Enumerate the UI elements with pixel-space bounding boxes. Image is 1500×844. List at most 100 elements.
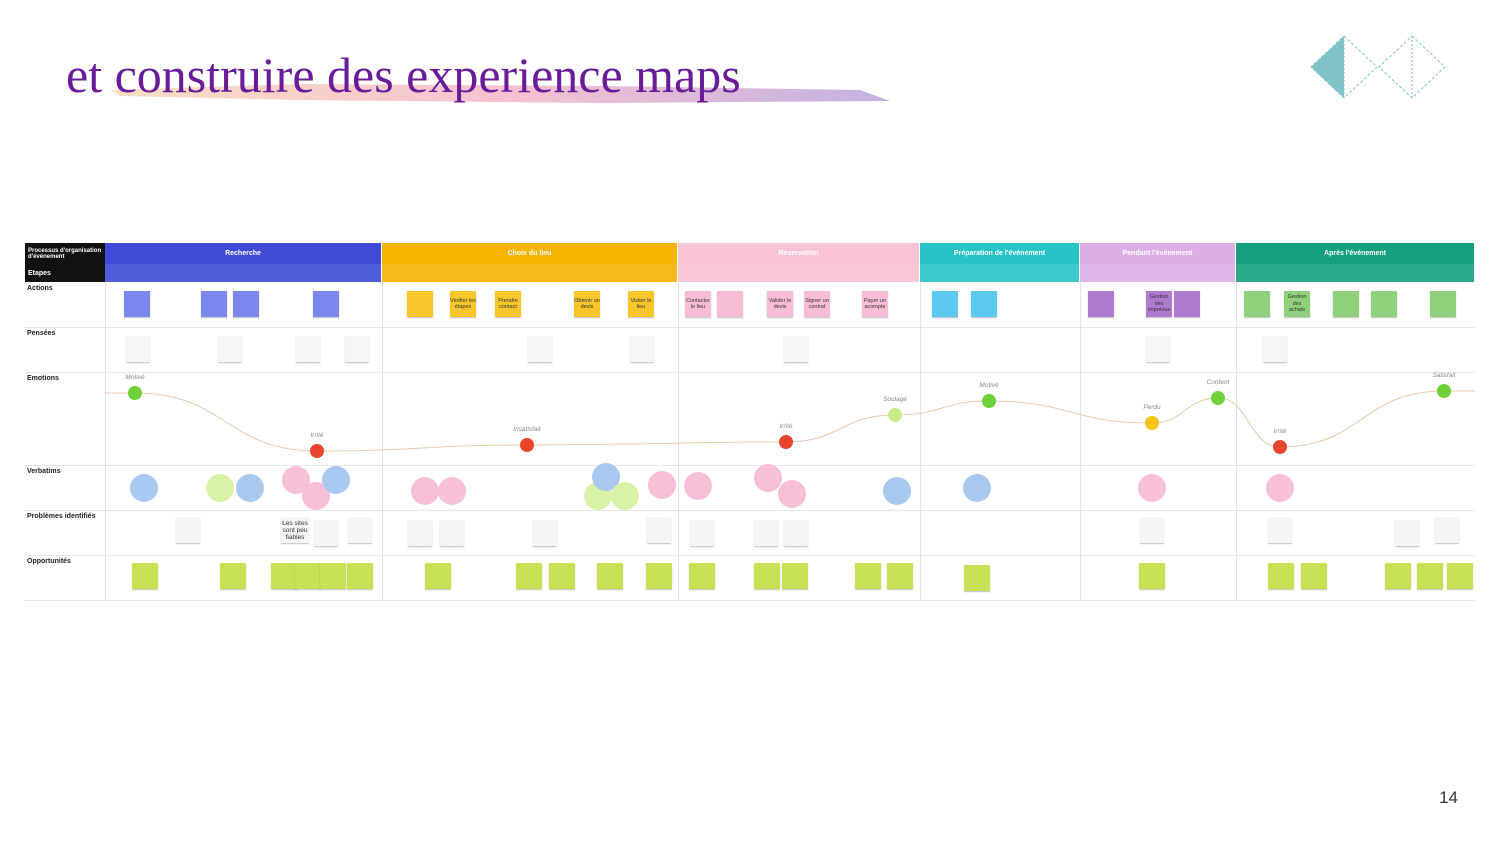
sticky-note	[1174, 291, 1200, 317]
opportunity-note	[1417, 563, 1443, 589]
phase-header: Choix du lieu	[382, 243, 678, 264]
problem-note	[176, 517, 200, 543]
phase-divider	[920, 282, 921, 600]
opportunity-note	[425, 563, 451, 589]
sticky-note	[1430, 291, 1456, 317]
emotion-face	[1437, 384, 1451, 398]
problem-note	[314, 520, 338, 546]
steps-band	[678, 264, 920, 282]
phase-header: Préparation de l'événement	[920, 243, 1080, 264]
opportunity-note	[220, 563, 246, 589]
opportunity-note	[1447, 563, 1473, 589]
opportunity-note	[347, 563, 373, 589]
phase-divider	[382, 282, 383, 600]
problem-note	[754, 520, 778, 546]
row-label: Pensées	[27, 330, 56, 337]
opportunity-note	[132, 563, 158, 589]
thought-note	[630, 336, 654, 362]
problem-note	[408, 520, 432, 546]
thought-note	[784, 336, 808, 362]
action-note: Vérifier les étapes	[450, 291, 476, 317]
verbatim-bubble	[130, 474, 158, 502]
sticky-note	[124, 291, 150, 317]
action-note: Visiter le lieu	[628, 291, 654, 317]
opportunity-note	[1301, 563, 1327, 589]
opportunity-note	[271, 563, 297, 589]
thought-note	[1146, 336, 1170, 362]
emotion-label: Content	[1206, 379, 1230, 386]
emotion-label: Irrité	[310, 432, 324, 439]
steps-band	[105, 264, 382, 282]
opportunity-note	[964, 565, 990, 591]
problem-note	[1268, 517, 1292, 543]
sticky-note	[233, 291, 259, 317]
emotion-label: Motivé	[979, 382, 999, 389]
logo	[1310, 35, 1446, 99]
action-note: Obtenir un devis	[574, 291, 600, 317]
thought-note	[345, 336, 369, 362]
action-note: Contacter le lieu	[685, 291, 711, 317]
row-divider	[25, 465, 1475, 466]
verbatim-bubble	[648, 471, 676, 499]
problem-note	[440, 520, 464, 546]
phase-header: Après l'événement	[1236, 243, 1475, 264]
sticky-note	[1244, 291, 1270, 317]
problem-note	[533, 520, 557, 546]
row-divider	[25, 372, 1475, 373]
opportunity-note	[689, 563, 715, 589]
verbatim-bubble	[611, 482, 639, 510]
problem-note	[690, 520, 714, 546]
row-divider	[25, 510, 1475, 511]
problem-note	[1395, 520, 1419, 546]
emotion-label: Irrité	[779, 423, 793, 430]
problem-note: Les sites sont peu fiables	[281, 517, 309, 543]
emotion-face	[128, 386, 142, 400]
emotion-face	[779, 435, 793, 449]
action-note: Signer un contrat	[804, 291, 830, 317]
action-note: Valider le devis	[767, 291, 793, 317]
verbatim-bubble	[754, 464, 782, 492]
row-divider	[25, 327, 1475, 328]
row-divider	[25, 600, 1475, 601]
opportunity-note	[1268, 563, 1294, 589]
problem-note	[1435, 517, 1459, 543]
slide-title: et construire des experience maps	[66, 47, 741, 103]
row-divider	[25, 555, 1475, 556]
emotion-face	[520, 438, 534, 452]
sticky-note	[1333, 291, 1359, 317]
verbatim-bubble	[206, 474, 234, 502]
emotion-label: Satisfait	[1432, 372, 1456, 379]
opportunity-note	[855, 563, 881, 589]
opportunity-note	[597, 563, 623, 589]
opportunity-note	[1139, 563, 1165, 589]
verbatim-bubble	[684, 472, 712, 500]
verbatim-bubble	[778, 480, 806, 508]
thought-note	[126, 336, 150, 362]
row-label: Opportunités	[27, 558, 71, 565]
emotion-face	[1273, 440, 1287, 454]
emotion-label: Perdu	[1143, 404, 1161, 411]
opportunity-note	[1385, 563, 1411, 589]
sticky-note	[932, 291, 958, 317]
phase-divider	[678, 282, 679, 600]
verbatim-bubble	[1266, 474, 1294, 502]
emotion-label: Irrité	[1273, 428, 1287, 435]
problem-note	[647, 517, 671, 543]
steps-cell: Etapes	[25, 264, 105, 282]
verbatim-bubble	[322, 466, 350, 494]
opportunity-note	[754, 563, 780, 589]
emotion-face	[888, 408, 902, 422]
sticky-note	[407, 291, 433, 317]
thought-note	[218, 336, 242, 362]
corner-cell: Processus d'organisation d'événement	[25, 243, 105, 264]
opportunity-note	[549, 563, 575, 589]
verbatim-bubble	[883, 477, 911, 505]
verbatim-bubble	[1138, 474, 1166, 502]
steps-band	[382, 264, 678, 282]
opportunity-note	[782, 563, 808, 589]
phase-divider	[105, 282, 106, 600]
